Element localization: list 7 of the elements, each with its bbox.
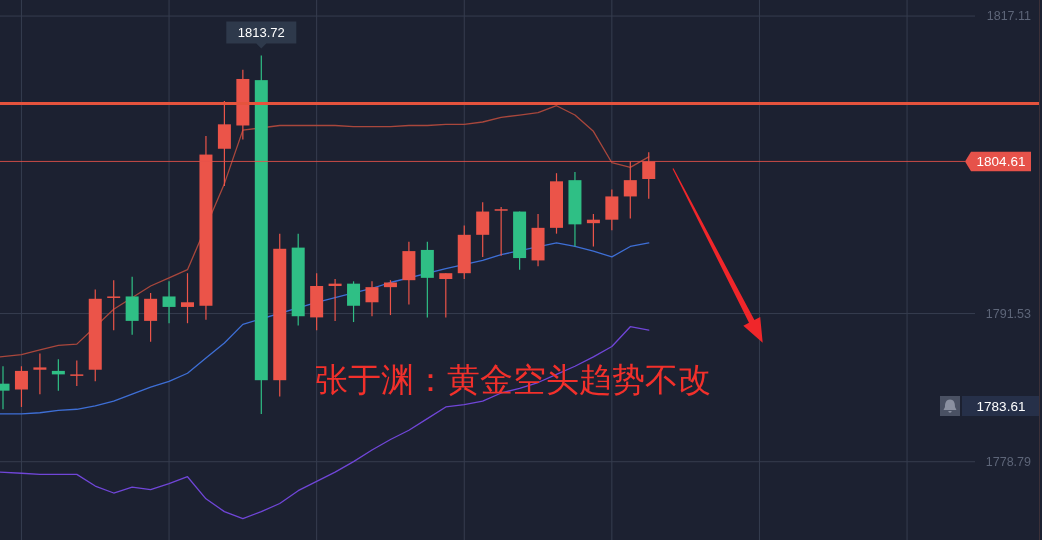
high-tooltip: 1813.72 xyxy=(226,21,297,49)
alert-tag: 1783.61 xyxy=(962,396,1039,416)
annotation: 1813.72 xyxy=(237,24,285,40)
y-tick-label: 1778.79 xyxy=(985,454,1031,469)
y-tick-label: 1791.53 xyxy=(985,306,1031,321)
ref-line-label: 1804.61 xyxy=(976,153,1026,169)
y-tick-label: 1817.11 xyxy=(986,9,1031,24)
